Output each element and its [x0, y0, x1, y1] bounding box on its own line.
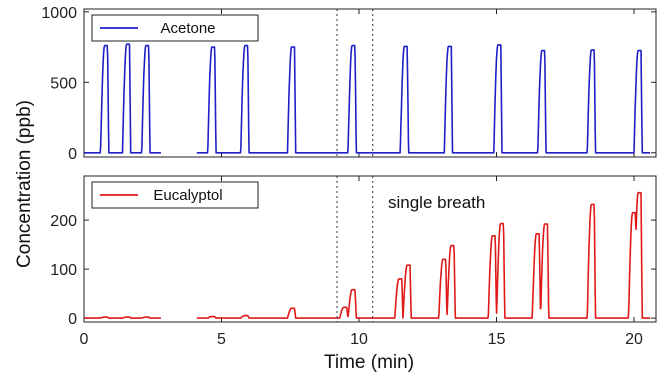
- y-tick-label-bottom-2: 200: [50, 213, 77, 230]
- series-line-acetone-1: [196, 44, 651, 154]
- axes-frame-bottom: [83, 175, 657, 323]
- series-line-eucalyptol-0: [84, 316, 162, 319]
- x-tick-label-1: 5: [217, 331, 226, 348]
- panel-top-acetone: 0 500 1000 Acetone: [41, 5, 657, 163]
- legend-label-eucalyptol: Eucalyptol: [153, 187, 222, 204]
- y-tick-label-top-1: 500: [50, 75, 77, 92]
- series-line-eucalyptol-1: [196, 191, 651, 319]
- y-tick-label-bottom-0: 0: [68, 311, 77, 328]
- x-tick-label-0: 0: [80, 331, 89, 348]
- x-tick-label-3: 15: [488, 331, 506, 348]
- series-line-acetone-0: [84, 43, 162, 154]
- single-breath-annotation: single breath: [388, 193, 485, 212]
- y-tick-label-bottom-1: 100: [50, 262, 77, 279]
- x-tick-label-4: 20: [625, 331, 643, 348]
- x-axis-title: Time (min): [324, 352, 414, 373]
- axes-frame-top: [83, 8, 657, 158]
- shared-labels: Concentration (ppb) Time (min) single br…: [14, 100, 485, 373]
- y-tick-label-top-0: 0: [68, 146, 77, 163]
- legend-label-acetone: Acetone: [160, 20, 215, 37]
- y-tick-label-top-2: 1000: [41, 5, 77, 22]
- y-axis-title: Concentration (ppb): [14, 100, 35, 268]
- x-tick-label-2: 10: [350, 331, 368, 348]
- legend-box-bottom: [91, 181, 259, 209]
